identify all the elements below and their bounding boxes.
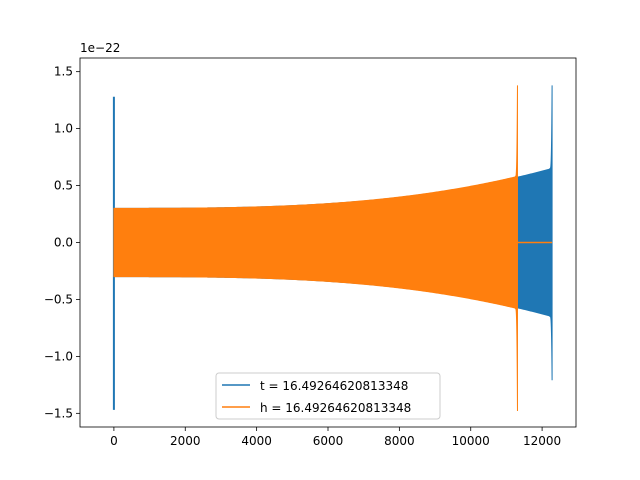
oscillation-band bbox=[113, 85, 518, 412]
y-tick-label: 1.5 bbox=[54, 65, 73, 79]
legend: t = 16.49264620813348 h = 16.49264620813… bbox=[215, 372, 441, 420]
x-tick-label: 10000 bbox=[452, 434, 490, 448]
legend-label-t: t = 16.49264620813348 bbox=[260, 379, 408, 393]
y-tick-label: 0.5 bbox=[54, 179, 73, 193]
legend-box bbox=[215, 372, 441, 420]
y-axis: 1.5 1.0 0.5 0.0 −0.5 −1.0 −1.5 bbox=[44, 65, 80, 420]
x-tick-label: 4000 bbox=[241, 434, 272, 448]
series-h bbox=[113, 85, 553, 412]
legend-label-h: h = 16.49264620813348 bbox=[260, 401, 411, 415]
y-offset-label: 1e−22 bbox=[80, 41, 120, 55]
x-tick-label: 6000 bbox=[313, 434, 344, 448]
x-tick-label: 0 bbox=[110, 434, 118, 448]
x-tick-label: 8000 bbox=[384, 434, 415, 448]
y-tick-label: −1.5 bbox=[44, 406, 73, 420]
x-axis: 0 2000 4000 6000 8000 10000 12000 bbox=[110, 427, 561, 448]
y-tick-label: −0.5 bbox=[44, 292, 73, 306]
y-tick-label: −1.0 bbox=[44, 349, 73, 363]
x-tick-label: 2000 bbox=[170, 434, 201, 448]
plot-area bbox=[112, 85, 553, 412]
x-tick-label: 12000 bbox=[523, 434, 561, 448]
y-tick-label: 0.0 bbox=[54, 236, 73, 250]
y-tick-label: 1.0 bbox=[54, 122, 73, 136]
